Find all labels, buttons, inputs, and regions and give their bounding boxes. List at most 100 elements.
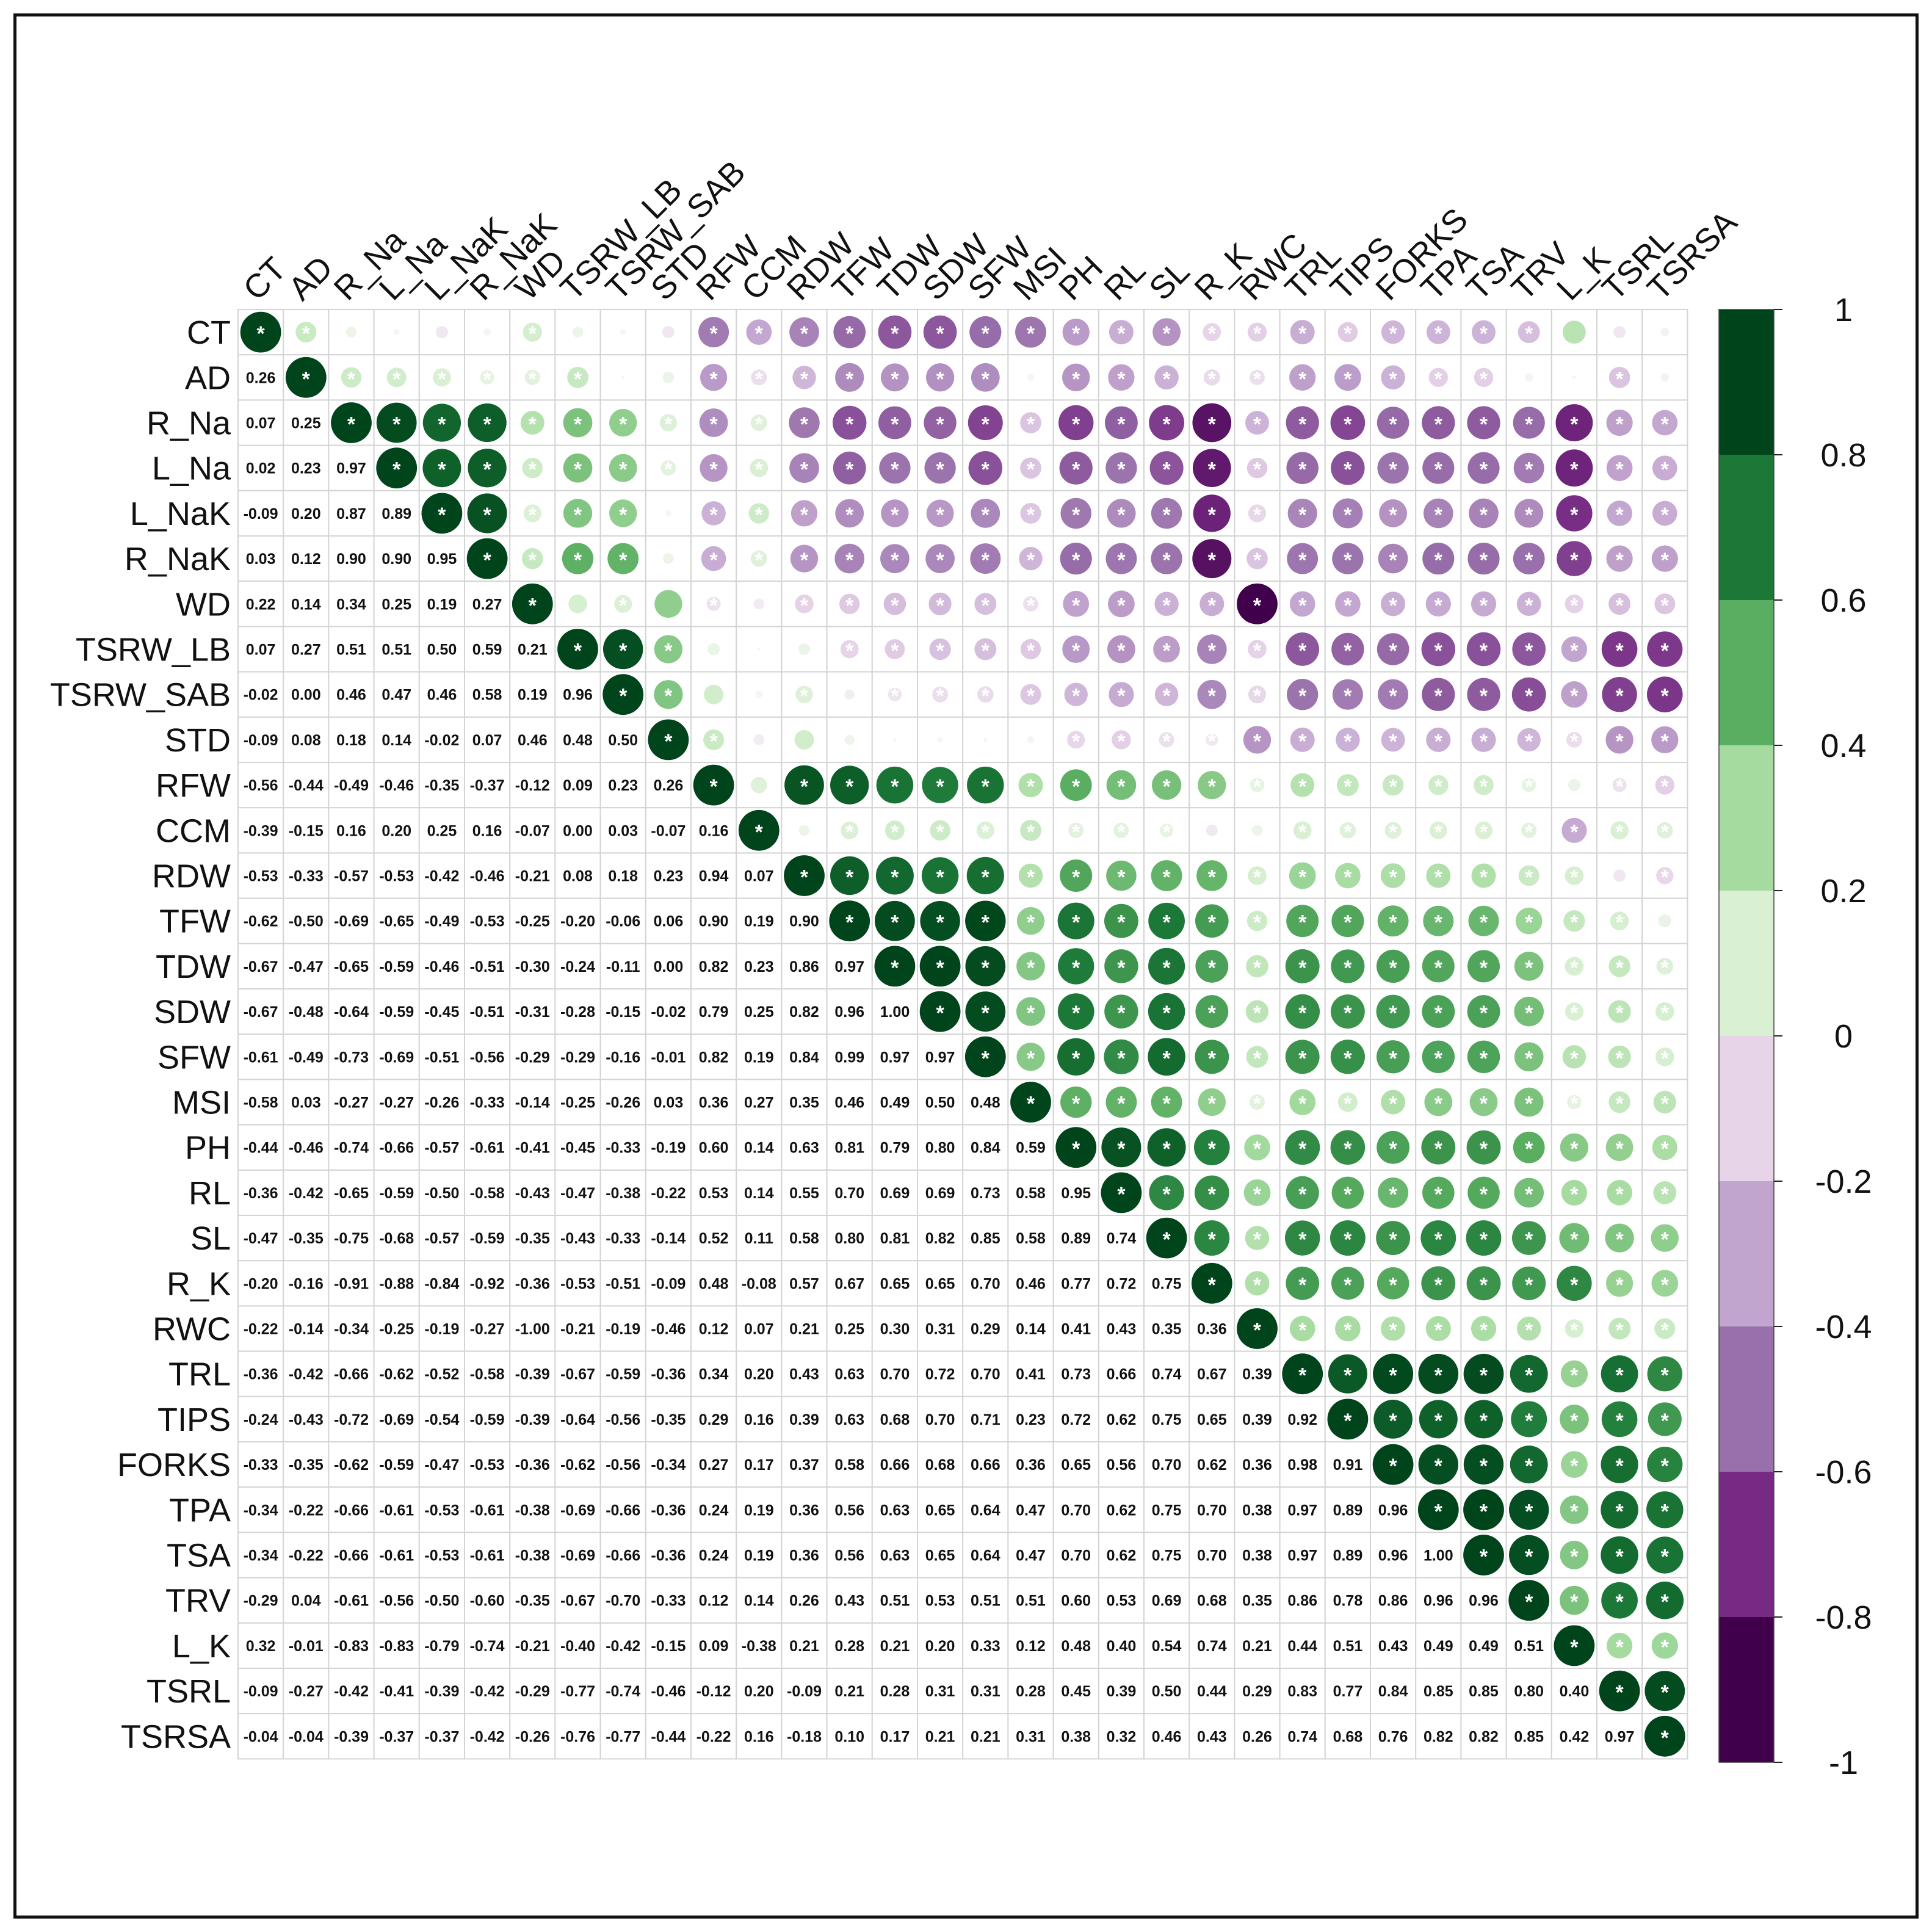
corr-circle-CT-R_NaK <box>483 328 491 336</box>
significance-star: * <box>891 504 899 527</box>
significance-star: * <box>1480 367 1488 391</box>
grid-cell <box>509 1577 556 1624</box>
significance-star: * <box>1117 549 1126 572</box>
corr-circle-R_NaK-RDW <box>790 545 819 573</box>
corr-value-R_K-TSRW_SAB: -0.51 <box>606 1275 640 1292</box>
corr-circle-TSRW_SAB-SFW <box>977 686 994 703</box>
significance-star: * <box>1661 1183 1670 1206</box>
corr-circle-R_Na-TRL <box>1286 406 1319 440</box>
corr-value-TPA-TFW: 0.56 <box>834 1502 864 1519</box>
corr-value-RFW-R_NaK: -0.37 <box>470 777 505 794</box>
grid-cell <box>464 716 511 764</box>
corr-value-R_K-CCM: -0.08 <box>742 1275 776 1292</box>
significance-star: * <box>1027 640 1035 663</box>
corr-value-TSRSA-RWC: 0.26 <box>1242 1728 1272 1745</box>
grid-cell <box>509 1305 556 1352</box>
significance-star: * <box>1072 730 1080 753</box>
corr-value-TIPS-TFW: 0.63 <box>834 1411 864 1428</box>
corr-circle-RWC-TPA <box>1425 1315 1451 1342</box>
corr-circle-R_NaK-RWC <box>1246 548 1268 570</box>
grid-cell <box>736 897 783 944</box>
corr-circle-TIPS-TSA <box>1464 1400 1503 1439</box>
corr-circle-TSRW_LB-TRV <box>1512 632 1546 666</box>
corr-value-TSRSA-TSRW_LB: -0.76 <box>560 1728 595 1745</box>
corr-value-SDW-RFW: 0.79 <box>699 1004 729 1021</box>
significance-star: * <box>1389 1138 1397 1161</box>
corr-circle-RFW-MSI <box>1018 773 1043 798</box>
corr-circle-RDW-TRV <box>1518 865 1539 886</box>
grid-cell <box>237 1486 284 1533</box>
corr-circle-R_K-TSA <box>1466 1266 1501 1301</box>
corr-circle-STD-FORKS <box>1381 728 1405 752</box>
corr-value-TSA-R_NaK: -0.61 <box>470 1547 505 1565</box>
corr-value-TSRSA-CCM: 0.16 <box>744 1728 774 1745</box>
colorbar-tick-label: -0.8 <box>1815 1599 1872 1636</box>
significance-star: * <box>1480 911 1488 935</box>
corr-value-TRL-PH: 0.73 <box>1061 1366 1091 1383</box>
significance-star: * <box>1027 322 1035 346</box>
corr-value-TSRL-RDW: -0.09 <box>787 1683 822 1700</box>
corr-circle-SL-L_K <box>1559 1223 1590 1253</box>
significance-star: * <box>800 775 809 798</box>
grid-cell <box>464 988 511 1035</box>
grid-cell <box>1415 1713 1462 1760</box>
grid-cell <box>328 581 375 628</box>
corr-circle-CT-TSRW_SAB <box>620 329 626 335</box>
corr-value-TRV-L_NaK: -0.50 <box>424 1593 459 1610</box>
significance-star: * <box>1480 1138 1488 1161</box>
corr-circle-FORKS-TRV <box>1510 1445 1548 1484</box>
corr-circle-SFW-TIPS <box>1330 1040 1366 1074</box>
grid-cell <box>1460 1668 1507 1715</box>
grid-cell <box>1279 1668 1326 1715</box>
corr-circle-CCM-SFW <box>976 821 994 839</box>
corr-circle-SDW-TRV <box>1514 996 1544 1027</box>
corr-circle-SDW-SL <box>1148 993 1185 1030</box>
corr-circle-SDW-TIPS <box>1330 994 1365 1029</box>
grid-cell <box>1189 1668 1236 1715</box>
corr-circle-CT-SDW <box>923 315 957 349</box>
corr-circle-MSI-MSI <box>1010 1082 1051 1123</box>
significance-star: * <box>1253 458 1262 482</box>
significance-star: * <box>1344 1319 1352 1342</box>
grid-cell <box>1279 1713 1326 1760</box>
corr-circle-FORKS-TSRSA <box>1647 1446 1683 1483</box>
grid-cell <box>237 852 284 899</box>
grid-cell <box>283 1622 330 1670</box>
corr-circle-R_NaK-WD <box>521 548 543 570</box>
corr-value-SFW-L_Na: -0.69 <box>379 1049 414 1066</box>
significance-star: * <box>1027 504 1035 527</box>
significance-star: * <box>936 866 944 889</box>
corr-circle-SDW-L_K <box>1565 1002 1583 1021</box>
corr-circle-TSRW_LB-TPA <box>1421 632 1456 667</box>
significance-star: * <box>936 458 944 482</box>
corr-circle-R_NaK-SFW <box>970 543 1001 574</box>
corr-value-RWC-RFW: 0.12 <box>699 1321 729 1338</box>
grid-cell <box>554 1713 601 1760</box>
grid-cell <box>237 399 284 446</box>
corr-value-L_K-STD: -0.15 <box>651 1638 686 1655</box>
corr-circle-WD-TFW <box>839 593 860 614</box>
significance-star: * <box>1435 1002 1443 1025</box>
corr-circle-RDW-RL <box>1106 860 1137 891</box>
corr-value-R_K-R_NaK: -0.92 <box>470 1275 505 1292</box>
corr-circle-TRL-TRV <box>1510 1355 1548 1393</box>
significance-star: * <box>1298 1138 1307 1161</box>
corr-circle-CT-TRV <box>1518 321 1540 344</box>
corr-circle-MSI-TSRL <box>1608 1091 1630 1113</box>
corr-value-TRL-TSRW_SAB: -0.59 <box>606 1366 640 1383</box>
corr-circle-SFW-MSI <box>1016 1043 1045 1071</box>
grid-cell <box>283 1577 330 1624</box>
significance-star: * <box>709 504 718 527</box>
corr-circle-R_Na-TSRL <box>1606 409 1633 436</box>
corr-circle-R_Na-TSA <box>1467 406 1500 440</box>
corr-circle-L_NaK-MSI <box>1020 502 1041 524</box>
corr-value-TFW-RFW: 0.90 <box>699 913 729 930</box>
grid-cell <box>781 1622 828 1670</box>
significance-star: * <box>1389 1093 1397 1116</box>
corr-circle-CCM-MSI <box>1020 819 1041 841</box>
significance-star: * <box>1389 367 1397 391</box>
corr-circle-L_Na-PH <box>1059 451 1093 485</box>
significance-star: * <box>1435 367 1443 391</box>
grid-cell <box>328 1260 375 1307</box>
significance-star: * <box>845 504 854 527</box>
